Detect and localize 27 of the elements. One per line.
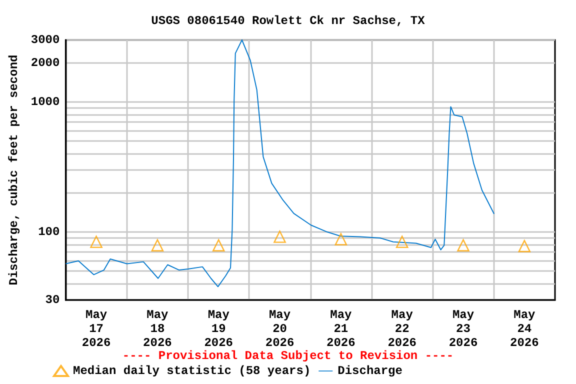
y-tick-label: 1000 — [30, 95, 60, 110]
y-axis-title: Discharge, cubic feet per second — [7, 54, 21, 286]
line-series — [65, 40, 495, 288]
y-tick-label: 100 — [38, 225, 60, 240]
point — [151, 239, 164, 252]
chart-title: USGS 08061540 Rowlett Ck nr Sachse, TX — [151, 14, 426, 28]
x-tick-label: May 24 2026 — [510, 308, 539, 350]
point — [334, 233, 348, 246]
point — [396, 236, 408, 248]
text: ---- Provisional Data Subject to Revision ---- — [122, 349, 454, 363]
point — [518, 240, 531, 252]
legend-label: Discharge — [338, 364, 402, 378]
point — [457, 239, 470, 252]
x-tick-label: May 17 2026 — [82, 308, 111, 350]
point — [274, 230, 286, 243]
x-tick-label: May 20 2026 — [265, 308, 294, 350]
x-tick-label: May 19 2026 — [204, 308, 234, 350]
legend-label: Median daily statistic (58 years) — [73, 364, 311, 378]
y-tick-label: 2000 — [30, 56, 60, 70]
x-tick-label: May 23 2026 — [448, 308, 478, 350]
point — [90, 236, 102, 248]
x-tick-label: May 18 2026 — [143, 308, 172, 350]
x-tick-label: May 21 2026 — [326, 308, 356, 350]
y-tick-label: 3000 — [30, 33, 60, 47]
point — [212, 239, 225, 252]
y-tick-label: 30 — [45, 293, 60, 307]
x-tick-label: May 22 2026 — [388, 308, 416, 350]
